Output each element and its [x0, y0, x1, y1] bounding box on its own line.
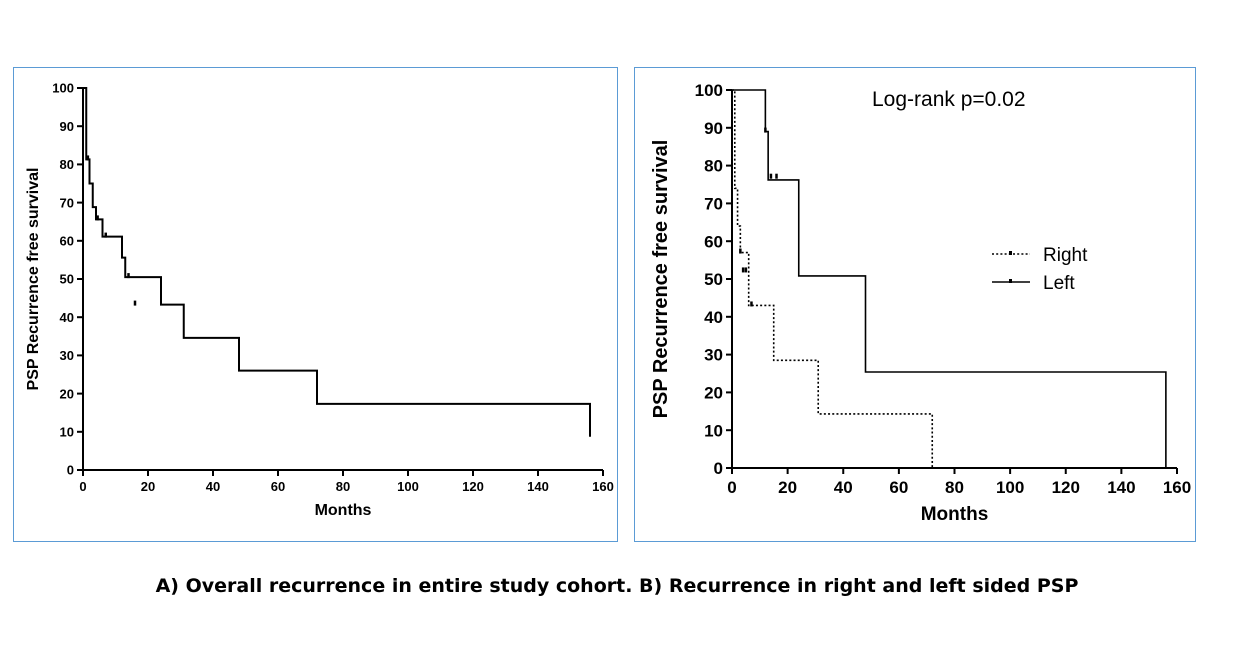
- y-tick-label: 40: [60, 310, 74, 325]
- x-tick-label: 140: [527, 479, 549, 494]
- y-tick-label: 30: [60, 348, 74, 363]
- survival-curve: [83, 87, 591, 437]
- x-tick-label: 60: [271, 479, 285, 494]
- x-tick-label: 20: [141, 479, 155, 494]
- y-tick-label: 50: [704, 270, 723, 289]
- legend-left-label: Left: [1043, 273, 1075, 294]
- x-tick-label: 40: [834, 478, 853, 497]
- figure-caption: A) Overall recurrence in entire study co…: [155, 575, 1079, 597]
- survival-chart-a: 0 10 20 30 40 50 60 70 80 90 100 0 20 40 60 80 100 120 140…: [25, 81, 614, 519]
- y-tick-label: 100: [695, 81, 723, 100]
- x-tick-label: 20: [778, 478, 797, 497]
- y-tick-label: 100: [52, 81, 74, 96]
- y-axis-label: PSP Recurrence free survival: [650, 140, 672, 419]
- x-tick-label: 80: [336, 479, 350, 494]
- legend-marker: [1009, 279, 1012, 283]
- series-left-line: [732, 89, 1167, 468]
- y-tick-label: 40: [704, 308, 723, 327]
- x-tick-label: 40: [206, 479, 220, 494]
- y-tick-label: 60: [60, 233, 74, 248]
- y-tick-label: 50: [60, 272, 74, 287]
- x-tick-label: 100: [996, 478, 1024, 497]
- y-tick-label: 10: [704, 421, 723, 440]
- x-tick-label: 0: [79, 479, 86, 494]
- y-tick-label: 0: [714, 459, 723, 478]
- y-tick-label: 20: [704, 384, 723, 403]
- x-tick-label: 120: [1052, 478, 1080, 497]
- chart-panel-b: 0 10 20 30 40 50 60 70 80 90 100 0 20 40 60 80 100 120 140…: [634, 67, 1196, 542]
- log-rank-annotation: Log-rank p=0.02: [872, 88, 1026, 111]
- y-tick-label: 30: [704, 346, 723, 365]
- x-axis-label: Months: [921, 504, 989, 525]
- y-tick-label: 10: [60, 424, 74, 439]
- survival-chart-b: 0 10 20 30 40 50 60 70 80 90 100 0 20 40 60 80 100 120 140…: [650, 81, 1191, 525]
- x-tick-label: 80: [945, 478, 964, 497]
- x-tick-label: 0: [727, 478, 736, 497]
- legend-right-label: Right: [1043, 245, 1088, 266]
- y-tick-label: 60: [704, 232, 723, 251]
- x-tick-label: 60: [889, 478, 908, 497]
- y-tick-label: 80: [704, 157, 723, 176]
- chart-panel-a: 0 10 20 30 40 50 60 70 80 90 100 0 20 40 60 80 100 120 140…: [13, 67, 618, 542]
- x-tick-label: 120: [462, 479, 484, 494]
- y-axis-label: PSP Recurrence free survival: [25, 168, 42, 391]
- y-tick-label: 70: [704, 195, 723, 214]
- y-tick-label: 90: [704, 119, 723, 138]
- legend-marker: [1009, 251, 1012, 255]
- x-axis-label: Months: [315, 502, 372, 519]
- y-tick-label: 90: [60, 119, 74, 134]
- x-tick-label: 140: [1107, 478, 1135, 497]
- x-tick-label: 160: [1163, 478, 1191, 497]
- y-tick-label: 0: [67, 463, 74, 478]
- y-tick-label: 80: [60, 157, 74, 172]
- y-tick-label: 70: [60, 195, 74, 210]
- y-tick-label: 20: [60, 386, 74, 401]
- x-tick-label: 100: [397, 479, 419, 494]
- series-right-line: [732, 89, 934, 468]
- x-tick-label: 160: [592, 479, 614, 494]
